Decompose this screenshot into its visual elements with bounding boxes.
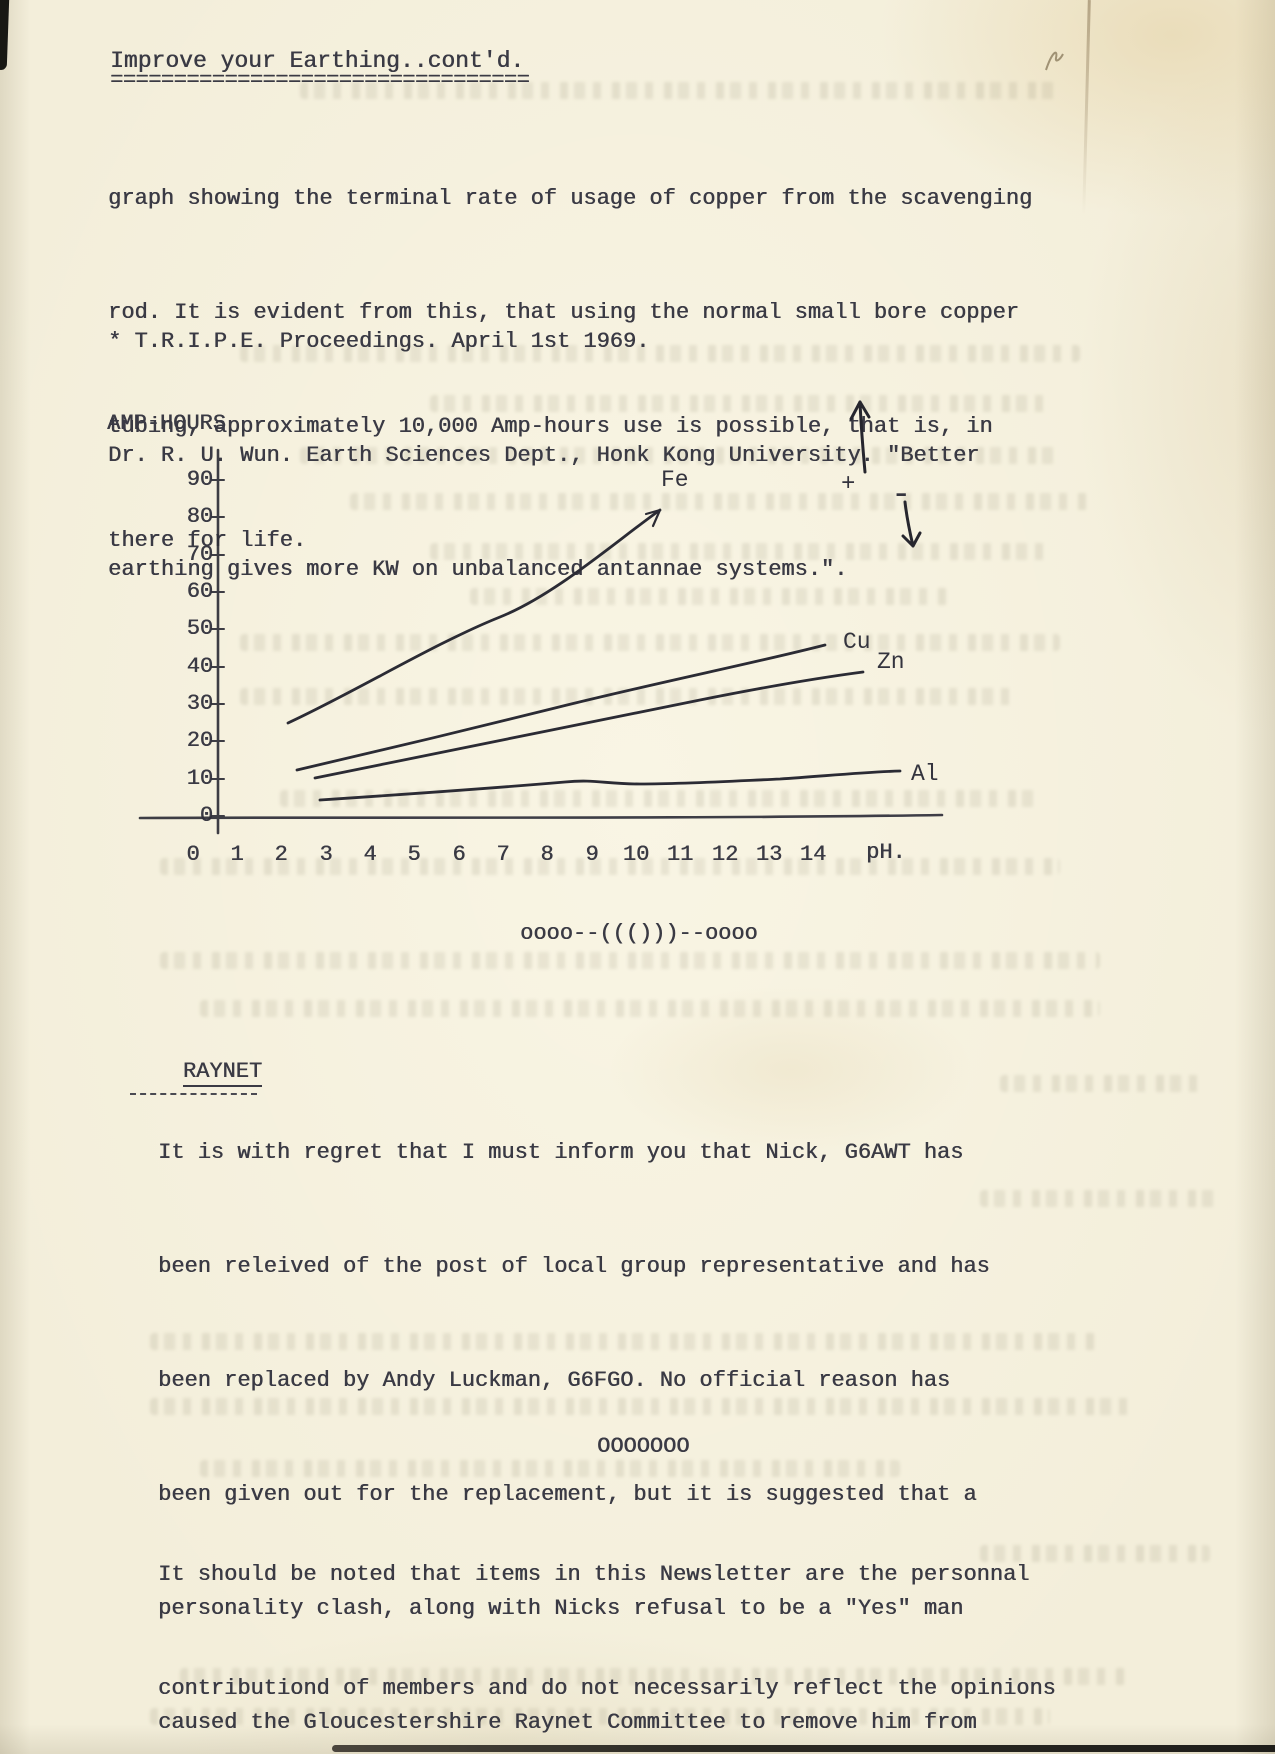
scan-edge-artifact: [0, 0, 10, 71]
text-line: caused the Gloucestershire Raynet Commit…: [158, 1710, 977, 1735]
x-axis-title: pH.: [866, 840, 906, 865]
bleedthrough-text: [160, 858, 1060, 875]
text-line: there for life.: [108, 528, 307, 553]
x-tick-label: 9: [585, 842, 599, 867]
up-arrow-icon: [849, 400, 871, 474]
bleedthrough-text: [430, 543, 1050, 560]
text-line: It should be noted that items in this Ne…: [158, 1562, 1030, 1587]
x-tick-label: 3: [319, 842, 333, 867]
raynet-paragraph: It is with regret that I must inform you…: [158, 1058, 990, 1754]
bleedthrough-text: [160, 952, 1100, 969]
y-tick-label: 40: [186, 654, 213, 679]
y-tick-label: 30: [186, 691, 213, 716]
x-tick-label: 1: [230, 842, 244, 867]
x-tick-label: 4: [363, 842, 377, 867]
x-tick-label: 13: [755, 842, 783, 867]
text-line: earthing gives more KW on unbalanced ant…: [108, 557, 848, 582]
bleedthrough-text: [150, 1398, 1130, 1415]
y-tick-label: 50: [186, 616, 213, 641]
x-tick-label: 0: [186, 842, 200, 867]
bleedthrough-text: [300, 82, 1060, 99]
x-tick-label: 12: [711, 842, 739, 867]
section-divider: oooo--((()))--oooo: [520, 921, 758, 946]
bleedthrough-text: [200, 1460, 900, 1477]
raynet-heading: RAYNET: [130, 1015, 263, 1171]
bleedthrough-text: [180, 1668, 1130, 1685]
x-tick-label: 11: [666, 842, 694, 867]
x-tick-label: 14: [799, 842, 827, 867]
cu-curve: [295, 643, 827, 772]
text-line: contributiond of members and do not nece…: [158, 1676, 1056, 1701]
title-underline: =================================: [110, 68, 530, 93]
raynet-heading-text: RAYNET: [130, 1059, 263, 1095]
intro-paragraph: graph showing the terminal rate of usage…: [108, 104, 1032, 636]
bleedthrough-text: [470, 588, 950, 605]
minus-annotation: -: [891, 477, 911, 515]
y-axis-title: AMP-HOURS: [107, 411, 226, 436]
text-line: been releived of the post of local group…: [158, 1254, 990, 1279]
series-label-zn: Zn: [877, 649, 905, 675]
x-tick-label: 2: [274, 842, 288, 867]
text-line: graph showing the terminal rate of usage…: [108, 186, 1033, 211]
bleedthrough-text: [240, 345, 1080, 362]
x-tick-label: 8: [540, 842, 554, 867]
text-line: been given out for the replacement, but …: [158, 1482, 977, 1507]
bleedthrough-text: [1000, 1075, 1200, 1092]
bleedthrough-text: [430, 395, 1050, 412]
y-tick-label: 80: [186, 504, 213, 529]
y-tick-label: 20: [186, 728, 213, 753]
disclaimer-paragraph: It should be noted that items in this Ne…: [158, 1480, 1056, 1754]
fe-curve: [286, 508, 662, 725]
fe-curve-arrowhead: [644, 508, 662, 528]
bleedthrough-text: [150, 1333, 1100, 1350]
plus-annotation: +: [841, 471, 855, 498]
text-line: tubing, approximately 10,000 Amp-hours u…: [108, 414, 993, 439]
y-tick-label: 10: [186, 766, 213, 791]
page-title: Improve your Earthing..cont'd.: [110, 48, 525, 74]
bleedthrough-text: [240, 688, 1020, 705]
series-label-al: Al: [911, 761, 939, 787]
zn-curve: [313, 670, 865, 780]
bleedthrough-text: [300, 447, 1060, 464]
down-arrow-icon: [901, 500, 922, 548]
section-divider: OOOOOOO: [597, 1434, 690, 1459]
text-line: personality clash, along with Nicks refu…: [158, 1596, 964, 1621]
text-line: rod. It is evident from this, that using…: [108, 300, 1019, 325]
text-line: * T.R.I.P.E. Proceedings. April 1st 1969…: [108, 329, 650, 354]
text-line: been replaced by Andy Luckman, G6FGO. No…: [158, 1368, 951, 1393]
bleedthrough-text: [150, 1708, 1050, 1725]
y-tick-label: 0: [199, 803, 213, 828]
x-tick-label: 5: [407, 842, 421, 867]
al-curve: [318, 769, 902, 802]
bleedthrough-text: [280, 790, 1040, 807]
series-label-cu: Cu: [843, 629, 871, 655]
paper-crease: [1082, 0, 1091, 216]
bleedthrough-text: [980, 1545, 1210, 1562]
x-axis-line: [138, 813, 944, 820]
bleedthrough-text: [980, 1190, 1220, 1207]
bleedthrough-text: [240, 634, 1060, 651]
y-tick-label: 70: [186, 542, 213, 567]
bleedthrough-text: [200, 1000, 1100, 1017]
text-line: Dr. R. U. Wun. Earth Sciences Dept., Hon…: [108, 443, 980, 468]
x-tick-label: 6: [452, 842, 466, 867]
pen-mark: [1045, 51, 1064, 71]
y-tick-label: 60: [186, 579, 213, 604]
x-tick-label: 7: [496, 842, 510, 867]
scan-edge-artifact: [332, 1745, 1275, 1752]
y-tick-label: 90: [186, 467, 213, 492]
x-tick-label: 10: [622, 842, 650, 867]
text-line: It is with regret that I must inform you…: [158, 1140, 964, 1165]
series-label-fe: Fe: [661, 467, 689, 493]
earthing-chart: Fe Cu Zn Al + -: [138, 400, 944, 835]
citation-paragraph: * T.R.I.P.E. Proceedings. April 1st 1969…: [108, 247, 979, 665]
